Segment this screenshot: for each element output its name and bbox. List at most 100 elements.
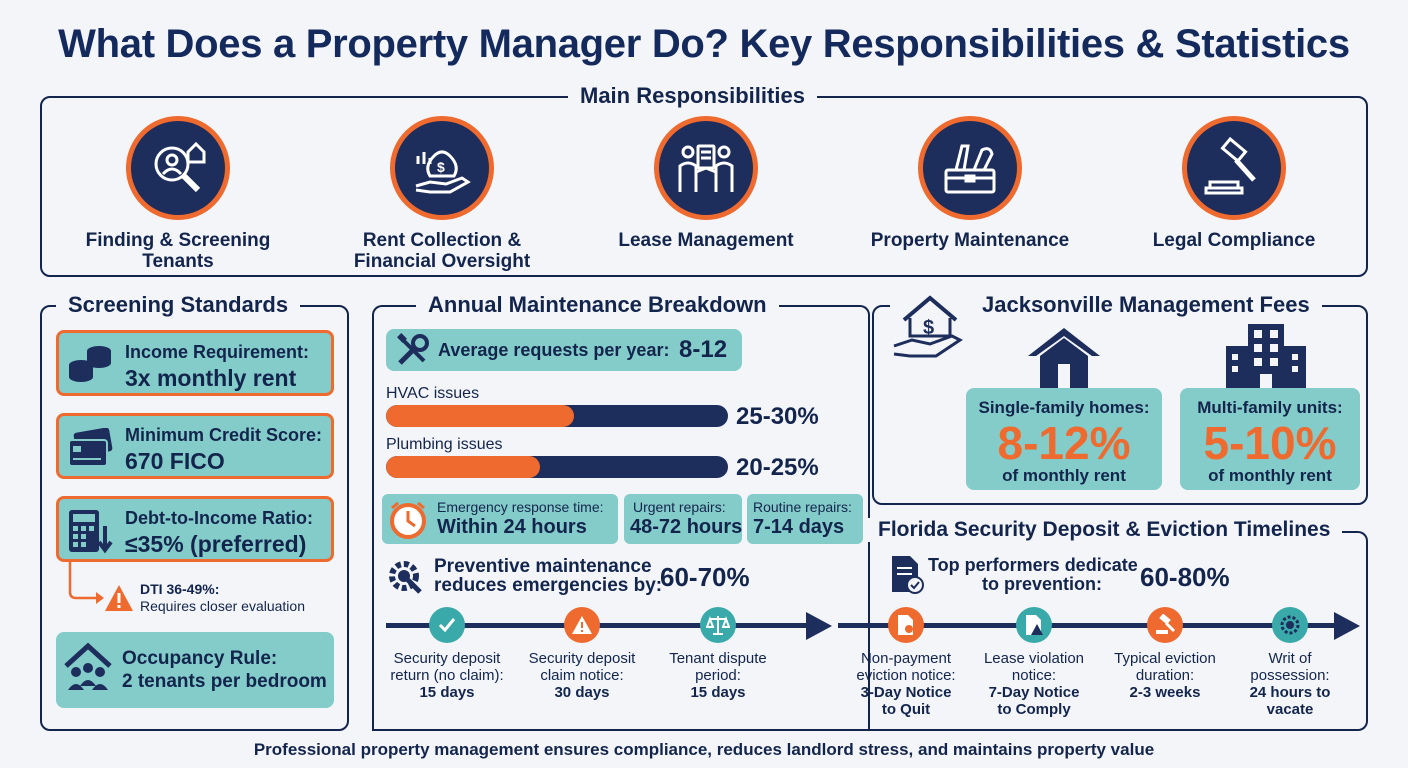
single-family-sub: of monthly rent — [1002, 466, 1126, 485]
step-line2: period: — [695, 667, 741, 684]
dti-value: ≤35% (preferred) — [125, 531, 307, 557]
scales-icon — [700, 607, 736, 643]
notice-document-icon — [888, 607, 924, 643]
step-line2: duration: — [1135, 667, 1195, 684]
preventive-value: 60-70% — [660, 562, 750, 592]
step-line1: Non-payment — [860, 650, 952, 667]
urgent-repairs-value: 48-72 hours — [630, 516, 743, 538]
screening-heading: Screening Standards — [56, 292, 301, 318]
gear-wrench-icon — [389, 561, 422, 594]
calculator-icon — [69, 510, 113, 554]
coins-icon — [69, 346, 111, 382]
single-family-fee-card: Single-family homes: 8-12% of monthly re… — [966, 388, 1162, 490]
maintenance-bottom-border — [372, 729, 872, 731]
avg-requests-chip: Average requests per year: 8-12 — [386, 329, 742, 371]
violation-document-icon — [1016, 607, 1052, 643]
page-title: What Does a Property Manager Do? Key Res… — [58, 22, 1350, 66]
avg-requests-value: 8-12 — [679, 336, 728, 363]
multi-family-sub: of monthly rent — [1208, 466, 1332, 485]
single-family-label: Single-family homes: — [978, 398, 1150, 417]
multi-family-value: 5-10% — [1203, 417, 1337, 469]
wrench-screwdriver-icon — [397, 333, 429, 365]
step-line2: eviction notice: — [856, 667, 956, 684]
checkmark-icon — [429, 607, 465, 643]
responsibility-label: Property Maintenance — [870, 230, 1070, 251]
gavel-icon — [1147, 607, 1183, 643]
preventive-label-line2: reduces emergencies by: — [434, 575, 663, 596]
plumbing-bar-label: Plumbing issues — [386, 436, 503, 453]
timeline-step-5: Lease violation notice: 7-Day Notice to … — [964, 650, 1104, 718]
step-value2: vacate — [1266, 701, 1314, 718]
step-line1: Tenant dispute — [669, 650, 767, 667]
step-value: 15 days — [419, 684, 475, 701]
single-family-house-icon — [1028, 328, 1100, 388]
responsibility-legal-compliance: Legal Compliance — [1124, 116, 1344, 251]
plumbing-bar-value: 20-25% — [736, 454, 819, 481]
dti-card: Debt-to-Income Ratio: ≤35% (preferred) — [56, 496, 334, 562]
apartment-building-icon — [1226, 324, 1306, 388]
timelines-heading: Florida Security Deposit & Eviction Time… — [866, 518, 1343, 542]
timeline-step-4: Non-payment eviction notice: 3-Day Notic… — [836, 650, 976, 718]
step-line2: claim notice: — [540, 667, 624, 684]
hvac-bar-label: HVAC issues — [386, 385, 480, 402]
dti-label: Debt-to-Income Ratio: — [125, 508, 313, 528]
step-line2: notice: — [1011, 667, 1057, 684]
responsibility-rent-collection: $ Rent Collection & Financial Oversight — [332, 116, 552, 272]
responsibility-finding-screening: Finding & Screening Tenants — [68, 116, 288, 272]
step-value: 24 hours to — [1249, 684, 1331, 701]
step-value2: to Comply — [997, 701, 1071, 718]
responsibility-label: Legal Compliance — [1152, 230, 1316, 251]
hvac-bar — [386, 405, 728, 427]
dti-warning-value: Requires closer evaluation — [140, 598, 305, 614]
emergency-response-label: Emergency response time: — [437, 499, 604, 515]
step-value: 3-Day Notice — [860, 684, 952, 701]
urgent-repairs-chip: Urgent repairs: 48-72 hours — [624, 494, 742, 544]
step-line1: Lease violation — [983, 650, 1085, 667]
routine-repairs-value: 7-14 days — [753, 516, 845, 538]
toolbox-icon — [918, 116, 1022, 220]
step-value2: to Quit — [881, 701, 931, 718]
money-bag-hand-icon: $ — [390, 116, 494, 220]
emergency-response-chip: Emergency response time: Within 24 hours — [382, 494, 618, 544]
house-dollar-hand-icon: $ — [890, 290, 970, 362]
step-line1: Security deposit — [393, 650, 501, 667]
timeline-step-6: Typical eviction duration: 2-3 weeks — [1095, 650, 1235, 701]
eviction-timeline-line — [838, 623, 1344, 628]
timeline-step-2: Security deposit claim notice: 30 days — [512, 650, 652, 701]
single-family-value: 8-12% — [997, 417, 1131, 469]
routine-repairs-label: Routine repairs: — [753, 499, 852, 515]
plumbing-bar — [386, 456, 728, 478]
family-house-icon — [64, 642, 112, 690]
step-value: 2-3 weeks — [1129, 684, 1201, 701]
timeline-step-3: Tenant dispute period: 15 days — [648, 650, 788, 701]
urgent-repairs-label: Urgent repairs: — [633, 499, 726, 515]
eviction-timeline-arrowhead — [1334, 612, 1360, 640]
top-performers-line1: Top performers dedicate — [928, 555, 1138, 575]
deposit-timeline-arrowhead — [806, 612, 832, 640]
emergency-response-value: Within 24 hours — [437, 516, 587, 538]
step-line2: return (no claim): — [390, 667, 504, 684]
svg-text:$: $ — [437, 159, 445, 175]
responsibility-label: Finding & Screening Tenants — [85, 230, 271, 272]
top-performers-value: 60-80% — [1140, 562, 1230, 592]
multi-family-label: Multi-family units: — [1197, 398, 1343, 417]
deposit-timeline-line — [386, 623, 816, 628]
responsibility-label: Rent Collection & Financial Oversight — [353, 230, 531, 272]
avg-requests-label: Average requests per year: — [438, 340, 670, 360]
occupancy-value: 2 tenants per bedroom — [122, 671, 327, 692]
timeline-step-7: Writ of possession: 24 hours to vacate — [1220, 650, 1360, 718]
credit-label: Minimum Credit Score: — [125, 425, 323, 445]
hvac-bar-value: 25-30% — [736, 403, 819, 430]
svg-text:$: $ — [923, 317, 934, 339]
occupancy-card: Occupancy Rule: 2 tenants per bedroom — [56, 632, 334, 708]
clock-icon — [390, 501, 426, 539]
maintenance-heading: Annual Maintenance Breakdown — [416, 292, 779, 318]
dti-warning-label: DTI 36-49%: — [140, 581, 220, 597]
seal-icon — [1272, 607, 1308, 643]
gavel-icon — [1182, 116, 1286, 220]
step-line1: Writ of — [1268, 650, 1312, 667]
income-requirement-card: Income Requirement: 3x monthly rent — [56, 330, 334, 396]
dti-connector-arrow — [68, 562, 104, 604]
responsibility-property-maintenance: Property Maintenance — [860, 116, 1080, 251]
responsibility-lease-management: Lease Management — [596, 116, 816, 251]
